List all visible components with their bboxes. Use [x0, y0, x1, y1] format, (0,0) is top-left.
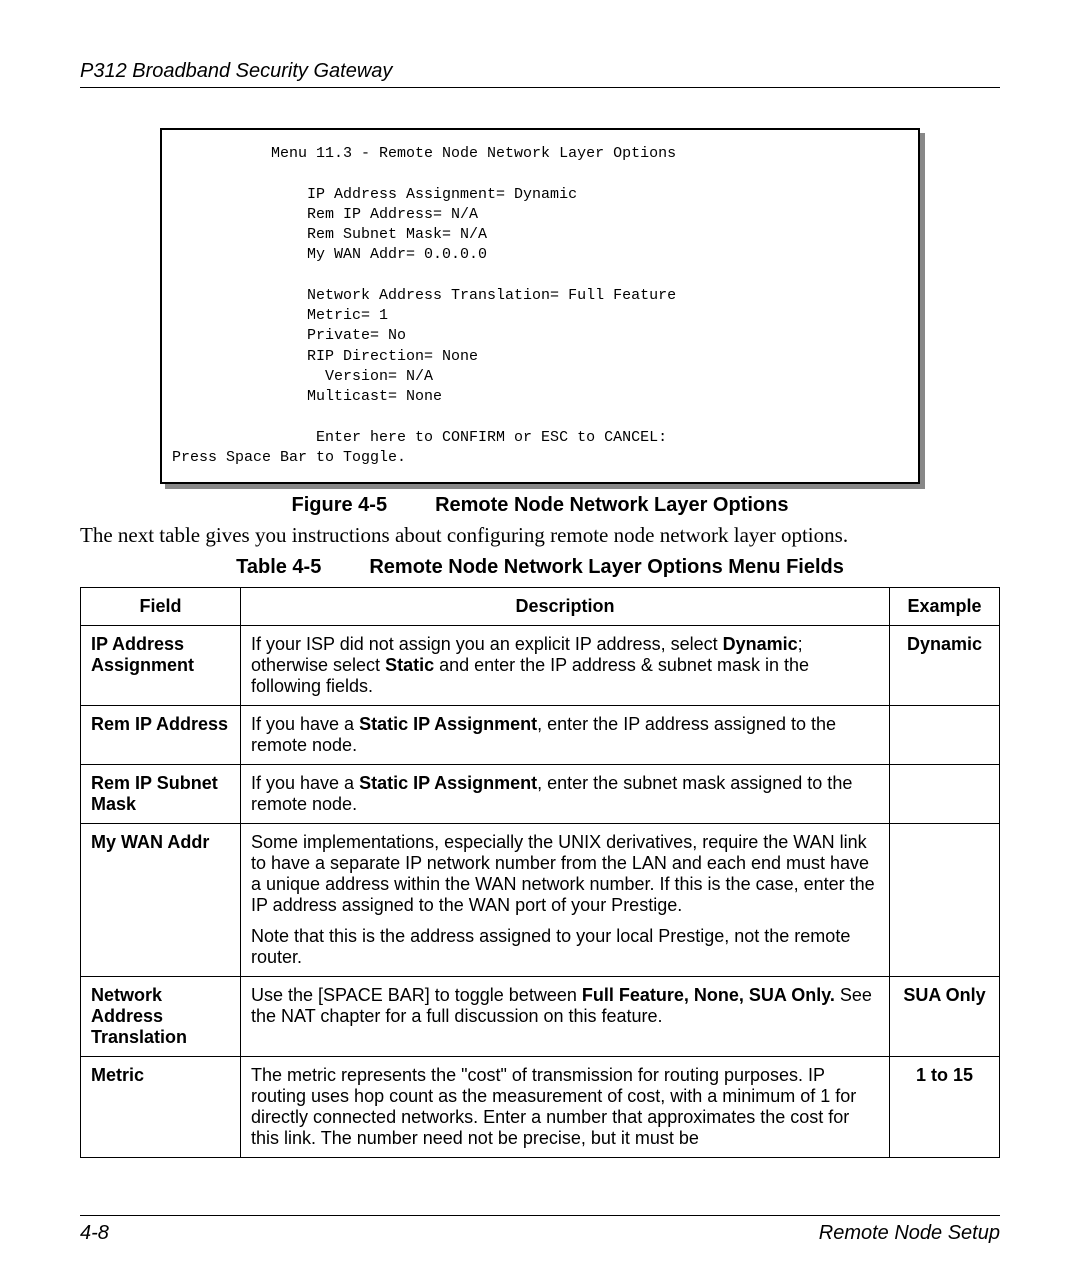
table-header-row: Field Description Example	[81, 588, 1000, 626]
cell-field: IP Address Assignment	[81, 626, 241, 706]
terminal-window: Menu 11.3 - Remote Node Network Layer Op…	[160, 128, 920, 484]
table-row: Rem IP AddressIf you have a Static IP As…	[81, 706, 1000, 765]
page-header: P312 Broadband Security Gateway	[80, 60, 1000, 88]
figure-title: Remote Node Network Layer Options	[435, 494, 788, 516]
cell-example: SUA Only	[890, 977, 1000, 1057]
cell-field: Rem IP Address	[81, 706, 241, 765]
cell-field: Network Address Translation	[81, 977, 241, 1057]
footer-page-number: 4-8	[80, 1222, 109, 1245]
table-caption: Table 4-5 Remote Node Network Layer Optio…	[80, 556, 1000, 579]
figure-caption: Figure 4-5 Remote Node Network Layer Opti…	[80, 494, 1000, 517]
terminal-content: Menu 11.3 - Remote Node Network Layer Op…	[160, 128, 920, 484]
cell-field: My WAN Addr	[81, 824, 241, 977]
table-row: IP Address AssignmentIf your ISP did not…	[81, 626, 1000, 706]
cell-example	[890, 824, 1000, 977]
cell-field: Metric	[81, 1057, 241, 1158]
table-number: Table 4-5	[236, 556, 321, 579]
footer-section: Remote Node Setup	[819, 1222, 1000, 1245]
cell-description: The metric represents the "cost" of tran…	[241, 1057, 890, 1158]
cell-description: If you have a Static IP Assignment, ente…	[241, 765, 890, 824]
page-footer: 4-8 Remote Node Setup	[80, 1215, 1000, 1245]
table-row: Network Address TranslationUse the [SPAC…	[81, 977, 1000, 1057]
cell-field: Rem IP Subnet Mask	[81, 765, 241, 824]
cell-example	[890, 706, 1000, 765]
th-field: Field	[81, 588, 241, 626]
table-body: IP Address AssignmentIf your ISP did not…	[81, 626, 1000, 1158]
cell-description: If you have a Static IP Assignment, ente…	[241, 706, 890, 765]
table-title: Remote Node Network Layer Options Menu F…	[369, 556, 844, 578]
cell-description: Some implementations, especially the UNI…	[241, 824, 890, 977]
cell-example: Dynamic	[890, 626, 1000, 706]
table-row: My WAN AddrSome implementations, especia…	[81, 824, 1000, 977]
th-description: Description	[241, 588, 890, 626]
th-example: Example	[890, 588, 1000, 626]
cell-example	[890, 765, 1000, 824]
cell-example: 1 to 15	[890, 1057, 1000, 1158]
table-row: Rem IP Subnet MaskIf you have a Static I…	[81, 765, 1000, 824]
figure-number: Figure 4-5	[292, 494, 388, 517]
lead-paragraph: The next table gives you instructions ab…	[80, 523, 1000, 548]
cell-description: Use the [SPACE BAR] to toggle between Fu…	[241, 977, 890, 1057]
cell-description: If your ISP did not assign you an explic…	[241, 626, 890, 706]
table-row: MetricThe metric represents the "cost" o…	[81, 1057, 1000, 1158]
fields-table: Field Description Example IP Address Ass…	[80, 587, 1000, 1158]
